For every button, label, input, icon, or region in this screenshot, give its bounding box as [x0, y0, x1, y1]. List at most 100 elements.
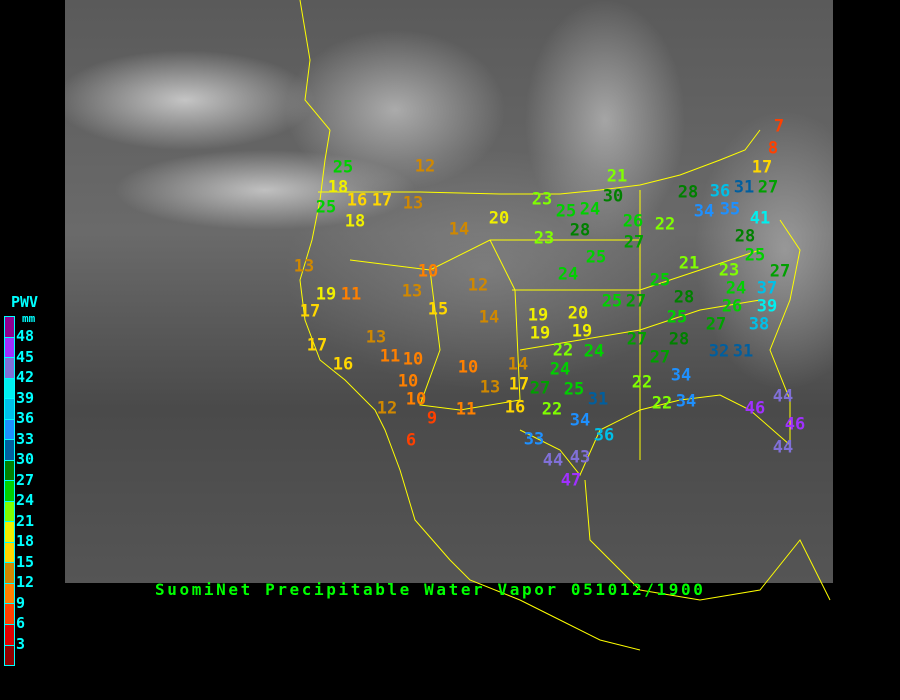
station-pwv-value: 11 [379, 346, 401, 367]
station-pwv-value: 13 [401, 281, 423, 302]
station-pwv-value: 25 [744, 245, 766, 266]
station-pwv-value: 17 [508, 374, 530, 395]
legend-swatch [5, 604, 14, 625]
legend-label: 15 [16, 552, 35, 571]
station-pwv-value: 24 [579, 199, 601, 220]
legend-swatch [5, 440, 14, 461]
station-pwv-value: 25 [666, 307, 688, 328]
station-pwv-value: 23 [718, 260, 740, 281]
legend-label: 33 [16, 429, 35, 448]
station-pwv-value: 28 [677, 182, 699, 203]
map-title: SuomiNet Precipitable Water Vapor 051012… [155, 580, 706, 599]
station-pwv-value: 18 [327, 177, 349, 198]
legend-label: 6 [16, 614, 26, 633]
station-pwv-value: 41 [749, 208, 771, 229]
station-pwv-value: 32 [708, 341, 730, 362]
legend-label: 18 [16, 532, 35, 551]
station-pwv-value: 10 [405, 389, 427, 410]
legend-swatch [5, 522, 14, 543]
station-pwv-value: 6 [405, 430, 417, 451]
legend-swatch [5, 358, 14, 379]
station-pwv-value: 11 [340, 284, 362, 305]
legend-swatch [5, 563, 14, 584]
us-canada-border [318, 129, 761, 195]
station-pwv-value: 27 [529, 378, 551, 399]
canada-coast [299, 0, 331, 131]
station-pwv-value: 33 [523, 429, 545, 450]
station-pwv-value: 31 [733, 177, 755, 198]
station-pwv-value: 28 [569, 220, 591, 241]
mexico-coast [584, 479, 831, 601]
legend-label: 3 [16, 634, 26, 653]
state-line [512, 249, 761, 291]
station-pwv-value: 13 [402, 193, 424, 214]
station-pwv-value: 19 [571, 321, 593, 342]
station-pwv-value: 16 [504, 397, 526, 418]
station-pwv-value: 15 [427, 299, 449, 320]
station-pwv-value: 44 [772, 437, 794, 458]
station-pwv-value: 28 [668, 329, 690, 350]
legend-swatch [5, 481, 14, 502]
legend-label: 9 [16, 593, 26, 612]
station-pwv-value: 46 [744, 398, 766, 419]
legend-swatch [5, 501, 14, 523]
station-pwv-value: 23 [531, 189, 553, 210]
station-pwv-value: 17 [371, 190, 393, 211]
state-line [419, 269, 521, 411]
station-pwv-value: 22 [631, 372, 653, 393]
station-pwv-value: 8 [767, 138, 779, 159]
legend-colorbar [4, 316, 15, 666]
legend-swatch [5, 624, 14, 646]
station-pwv-value: 44 [772, 386, 794, 407]
station-pwv-value: 19 [527, 305, 549, 326]
gulf-coast [519, 219, 801, 476]
station-pwv-value: 30 [602, 186, 624, 207]
legend-swatch [5, 645, 14, 666]
station-pwv-value: 24 [583, 341, 605, 362]
station-pwv-value: 20 [567, 303, 589, 324]
station-pwv-value: 25 [601, 291, 623, 312]
station-pwv-value: 44 [542, 450, 564, 471]
station-pwv-value: 26 [721, 296, 743, 317]
legend-label: 30 [16, 450, 35, 469]
legend-swatch [5, 460, 14, 482]
station-pwv-value: 27 [626, 329, 648, 350]
station-pwv-value: 25 [649, 270, 671, 291]
station-pwv-value: 25 [555, 201, 577, 222]
station-pwv-value: 17 [751, 157, 773, 178]
legend-label: 21 [16, 511, 35, 530]
station-pwv-value: 43 [569, 447, 591, 468]
station-pwv-value: 19 [315, 284, 337, 305]
legend-label: 27 [16, 470, 35, 489]
legend-label: 48 [16, 327, 35, 346]
station-pwv-value: 22 [541, 399, 563, 420]
station-pwv-value: 38 [748, 314, 770, 335]
legend-swatch [5, 378, 14, 400]
station-pwv-value: 25 [315, 197, 337, 218]
station-pwv-value: 16 [346, 190, 368, 211]
station-pwv-value: 25 [563, 379, 585, 400]
satellite-image [65, 0, 833, 583]
station-pwv-value: 22 [654, 214, 676, 235]
station-pwv-value: 34 [670, 365, 692, 386]
station-pwv-value: 36 [709, 181, 731, 202]
station-pwv-value: 24 [725, 278, 747, 299]
legend-swatch [5, 337, 14, 359]
station-pwv-value: 34 [675, 391, 697, 412]
station-pwv-value: 31 [587, 389, 609, 410]
station-pwv-value: 39 [756, 296, 778, 317]
station-pwv-value: 12 [414, 156, 436, 177]
legend-swatch [5, 399, 14, 420]
legend-unit: mm [22, 312, 36, 325]
station-pwv-value: 27 [649, 347, 671, 368]
station-pwv-value: 27 [623, 232, 645, 253]
station-pwv-value: 17 [299, 301, 321, 322]
station-pwv-value: 10 [417, 261, 439, 282]
west-coast [299, 129, 641, 651]
legend-label: 39 [16, 388, 35, 407]
station-pwv-value: 25 [585, 247, 607, 268]
station-pwv-value: 34 [693, 201, 715, 222]
station-pwv-value: 13 [365, 327, 387, 348]
